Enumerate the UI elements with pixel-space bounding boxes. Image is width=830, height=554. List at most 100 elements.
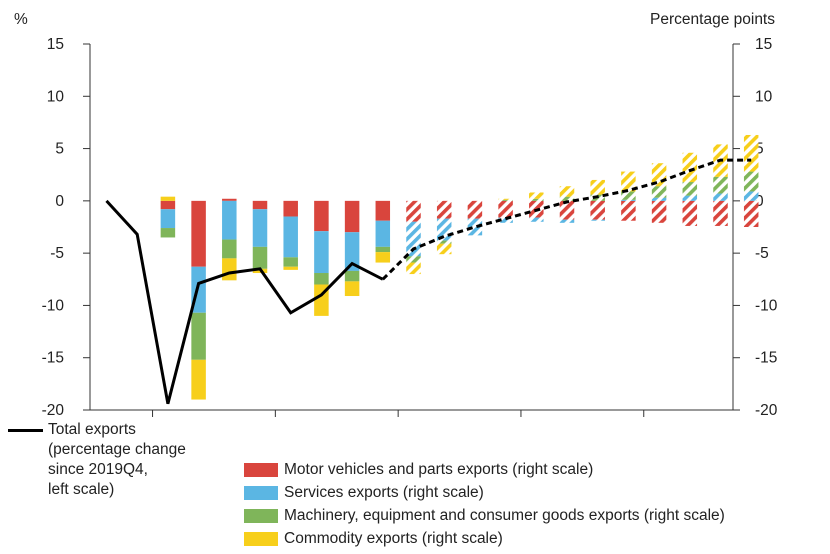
bar-segment xyxy=(222,198,237,201)
bar-segment xyxy=(713,176,728,194)
bar-segment xyxy=(191,200,206,267)
legend-line-label-2: (percentage change xyxy=(48,441,186,458)
bar-segment xyxy=(467,218,483,236)
bar-segment xyxy=(252,246,268,269)
bar-segment xyxy=(498,200,513,218)
bar-segment xyxy=(436,200,452,219)
legend-line-label: Total exports (percentage change since 2… xyxy=(48,420,248,500)
bar-segment xyxy=(222,258,237,281)
legend-line-label-3: since 2019Q4, xyxy=(48,461,148,478)
bar-segment xyxy=(682,152,698,183)
bar-segment xyxy=(621,191,636,200)
right-tick-label: 0 xyxy=(755,193,764,210)
bar-segment xyxy=(682,195,698,201)
bar-segment xyxy=(498,198,513,200)
left-tick-label: -20 xyxy=(42,402,65,419)
bar-segment xyxy=(436,240,452,244)
bar-segment xyxy=(559,200,575,220)
bar-segment xyxy=(283,266,298,270)
bar-segment xyxy=(375,252,391,263)
bar-segment xyxy=(314,231,329,274)
bar-segment xyxy=(682,182,698,196)
bar-segment xyxy=(682,200,698,226)
bar-segment xyxy=(222,200,237,240)
bar-segment xyxy=(713,193,728,201)
bar-segment xyxy=(743,200,759,227)
right-tick-label: 5 xyxy=(755,141,764,158)
bar-segment xyxy=(743,171,759,192)
bar-segment xyxy=(406,262,421,275)
bar-segment xyxy=(344,270,360,282)
bar-segment xyxy=(467,200,483,219)
legend-swatch-machinery xyxy=(244,509,278,523)
bar-segment xyxy=(743,134,759,172)
right-tick-label: -5 xyxy=(755,245,769,262)
axes: 151510105500-5-5-10-10-15-15-20-20201920… xyxy=(42,36,778,419)
bar-segment xyxy=(529,192,544,199)
bar-segment xyxy=(651,200,667,223)
bar-segment xyxy=(621,171,636,192)
bar-segment xyxy=(621,200,636,221)
bar-segment xyxy=(375,200,391,221)
bar-segment xyxy=(713,200,728,226)
bar-segment xyxy=(590,219,605,221)
legend-line-label-4: left scale) xyxy=(48,481,115,498)
left-tick-label: 15 xyxy=(47,36,64,53)
line-layer xyxy=(105,158,752,405)
bar-segment xyxy=(191,359,206,400)
left-tick-label: -15 xyxy=(42,350,64,367)
bar-segment xyxy=(375,220,391,247)
legend-swatch-commodity xyxy=(244,532,278,546)
left-tick-label: 5 xyxy=(55,141,64,158)
left-tick-label: 0 xyxy=(55,193,64,210)
bar-segment xyxy=(529,198,544,201)
legend-label-commodity: Commodity exports (right scale) xyxy=(284,530,503,547)
bar-segment xyxy=(160,209,176,229)
right-tick-label: 15 xyxy=(755,36,772,53)
bar-segment xyxy=(283,216,298,258)
bar-segment xyxy=(283,257,298,267)
bar-segment xyxy=(590,200,605,220)
bar-segment xyxy=(191,312,206,360)
total-exports-projection-line xyxy=(381,158,752,281)
bar-segment xyxy=(590,179,605,195)
bar-segment xyxy=(375,246,391,253)
bar-segment xyxy=(651,197,667,201)
left-tick-label: -5 xyxy=(50,245,64,262)
legend-line-label-1: Total exports xyxy=(48,421,136,438)
bar-segment xyxy=(160,228,176,238)
left-axis-unit: % xyxy=(14,11,28,28)
bar-segment xyxy=(559,186,575,197)
bar-segment xyxy=(436,243,452,255)
legend-label-machinery: Machinery, equipment and consumer goods … xyxy=(284,507,725,524)
right-tick-label: -20 xyxy=(755,402,778,419)
total-exports-line xyxy=(105,199,384,405)
bar-segment xyxy=(160,196,176,201)
bar-segment xyxy=(559,219,575,223)
legend-label-services: Services exports (right scale) xyxy=(284,484,484,501)
legend-line-swatch xyxy=(8,429,43,432)
bar-segment xyxy=(222,239,237,259)
bar-segment xyxy=(621,199,636,201)
right-tick-label: -15 xyxy=(755,350,777,367)
chart-svg: 151510105500-5-5-10-10-15-15-20-20201920… xyxy=(14,11,778,419)
bar-segment xyxy=(283,200,298,217)
bar-segment xyxy=(406,256,421,263)
bar-segment xyxy=(406,221,421,257)
bar-segment xyxy=(314,200,329,232)
left-tick-label: -10 xyxy=(42,297,65,314)
bar-segment xyxy=(252,200,268,210)
legend-label-motor: Motor vehicles and parts exports (right … xyxy=(284,461,594,478)
bar-segment xyxy=(651,186,667,198)
bar-segment xyxy=(344,232,360,271)
bar-segment xyxy=(160,200,176,210)
right-tick-label: -10 xyxy=(755,297,778,314)
right-axis-unit: Percentage points xyxy=(650,11,775,28)
bars-layer xyxy=(160,134,759,400)
bar-segment xyxy=(406,200,421,222)
bar-segment xyxy=(252,209,268,247)
legend-swatch-services xyxy=(244,486,278,500)
bar-segment xyxy=(344,200,360,233)
bar-segment xyxy=(743,191,759,201)
right-tick-label: 10 xyxy=(755,88,773,105)
